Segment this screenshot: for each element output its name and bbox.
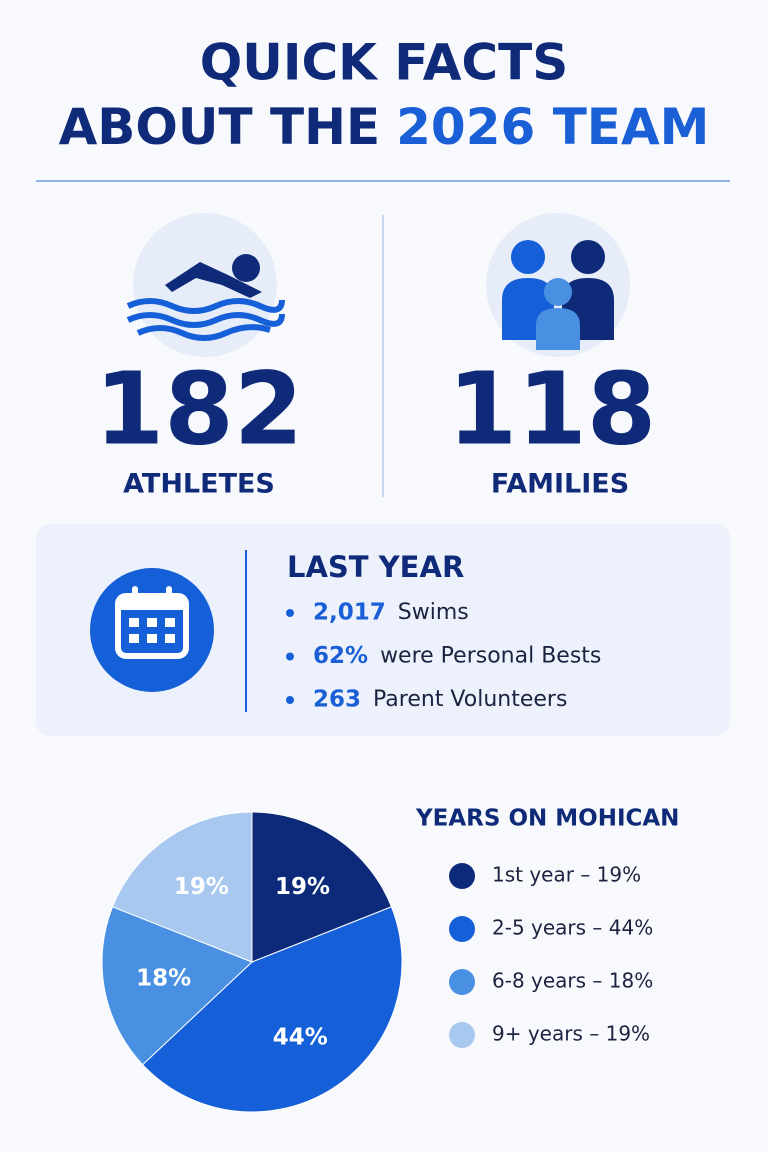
bullet <box>286 609 294 617</box>
title-part: ABOUT THE <box>59 98 381 156</box>
family-icon <box>502 240 614 350</box>
calendar-icon <box>115 586 189 659</box>
pie-slice <box>111 811 253 963</box>
bullet <box>286 652 294 661</box>
legend-swatch <box>449 1022 475 1048</box>
legend-label: 6-8 years – 18% <box>492 969 653 993</box>
slice-label: 18% <box>136 965 191 991</box>
last-year-card <box>36 524 730 736</box>
title-line: QUICK FACTS <box>200 34 568 92</box>
item-value: 62% <box>313 643 368 669</box>
title-line: ABOUT THE 2026 TEAM <box>59 98 710 156</box>
stat-number: 182 <box>95 350 304 467</box>
pie-slice <box>251 811 393 963</box>
legend-label: 1st year – 19% <box>492 863 641 887</box>
card-title: LAST YEAR <box>287 550 464 584</box>
swimmer-icon <box>126 254 285 341</box>
item-value: 2,017 <box>313 600 386 626</box>
slice-label: 44% <box>273 1024 328 1050</box>
legend-label: 9+ years – 19% <box>492 1022 650 1046</box>
slice-label: 19% <box>174 874 229 900</box>
pie-slice <box>141 906 403 1113</box>
legend-title: YEARS ON MOHICAN <box>415 806 679 832</box>
stat-number: 118 <box>448 350 657 467</box>
item-label: Parent Volunteers <box>373 687 567 712</box>
title-highlight: 2026 TEAM <box>396 98 709 156</box>
item-label: Swims <box>398 600 469 625</box>
legend-swatch <box>449 916 475 942</box>
legend-label: 2-5 years – 44% <box>492 916 653 940</box>
legend-swatch <box>449 969 475 995</box>
pie-slice <box>101 906 253 1066</box>
legend-swatch <box>449 863 475 889</box>
item-label: were Personal Bests <box>380 644 601 669</box>
stat-label: ATHLETES <box>123 469 275 500</box>
slice-label: 19% <box>275 874 330 900</box>
stat-label: FAMILIES <box>491 469 629 500</box>
calendar-bg <box>90 568 214 692</box>
bullet <box>286 696 294 704</box>
item-value: 263 <box>313 687 361 713</box>
